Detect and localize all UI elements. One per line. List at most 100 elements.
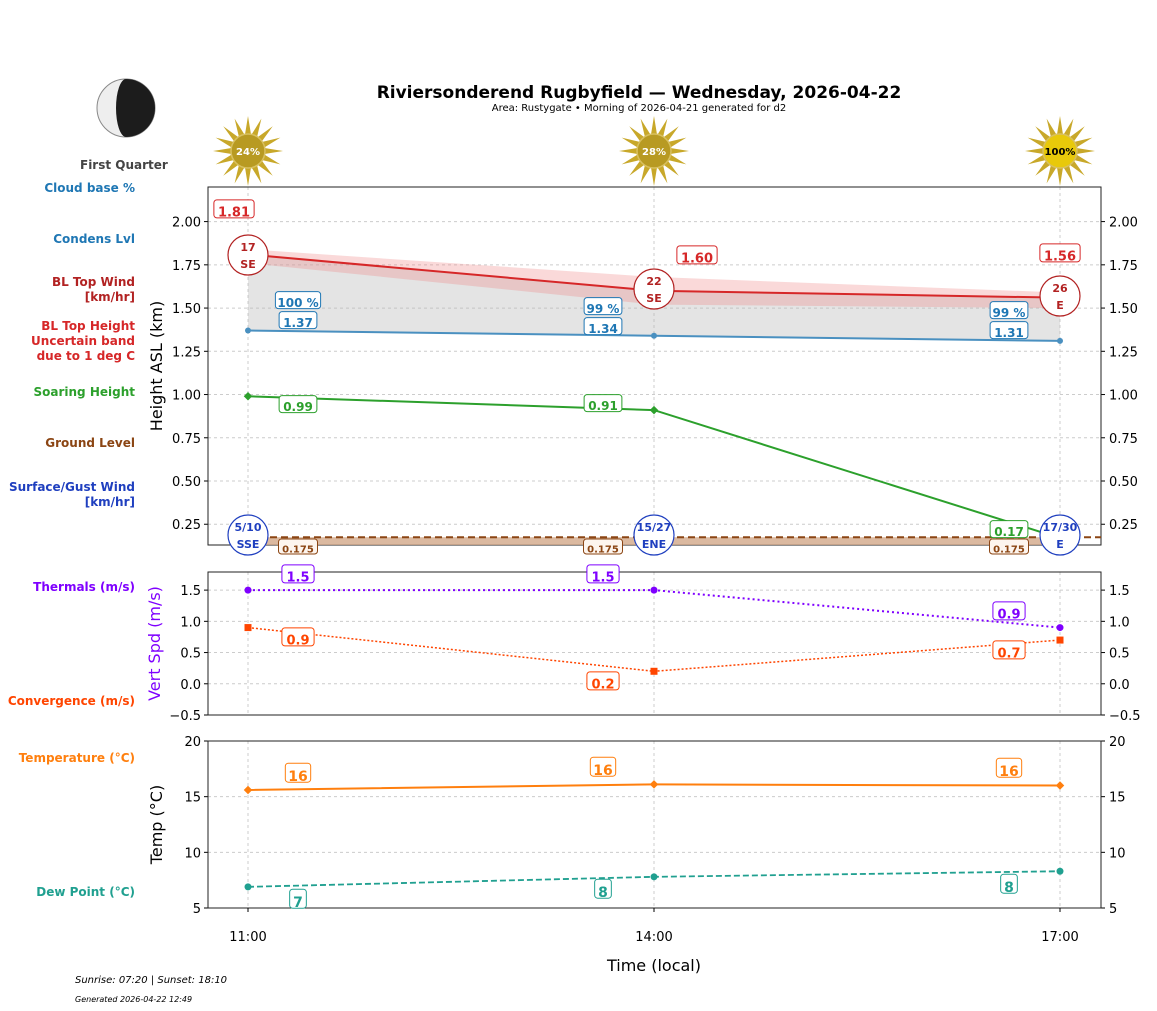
sun-percent-label: 100% bbox=[1045, 147, 1076, 158]
soaring-label: 0.91 bbox=[588, 399, 618, 413]
thermals-label: 1.5 bbox=[286, 571, 309, 586]
convergence-point bbox=[244, 624, 252, 632]
x-tick-label: 17:00 bbox=[1041, 930, 1078, 945]
dew-point-point bbox=[1056, 867, 1064, 875]
temperature-label-box bbox=[589, 756, 617, 777]
label-convergence: Convergence (m/s) bbox=[7, 694, 135, 708]
ground-level-label: 0.175 bbox=[993, 545, 1025, 556]
bl-top-label-box bbox=[676, 245, 718, 265]
convergence-label-box bbox=[586, 671, 620, 691]
bl-top-wind-direction: E bbox=[1056, 299, 1064, 312]
y-tick-label-right: −0.5 bbox=[1109, 709, 1141, 724]
condens-label: 1.37 bbox=[283, 316, 313, 330]
ground-level-label: 0.175 bbox=[282, 545, 314, 556]
soaring-label: 0.17 bbox=[994, 525, 1024, 539]
cloud-base-pct-label: 100 % bbox=[277, 296, 318, 310]
bl-top-wind-direction: SE bbox=[646, 292, 661, 305]
dew-point-label-box bbox=[1000, 873, 1018, 894]
convergence-point bbox=[1056, 636, 1064, 644]
label-dew: Dew Point (°C) bbox=[36, 885, 135, 899]
cloud-base-pct-label-box bbox=[274, 291, 322, 310]
dew-point-point bbox=[650, 873, 658, 881]
y-tick-label-left: 0.5 bbox=[180, 647, 201, 662]
thermals-label-box bbox=[992, 601, 1026, 621]
moon-shadow bbox=[116, 79, 155, 137]
y-tick-label-left: 20 bbox=[184, 735, 201, 750]
sun-rays-icon bbox=[619, 116, 689, 186]
condens-label: 1.34 bbox=[588, 322, 618, 336]
thermals-label: 1.5 bbox=[591, 571, 614, 586]
cloud-base-pct-label-box bbox=[583, 297, 623, 316]
convergence-label-box bbox=[281, 627, 315, 647]
y-tick-label-left: −0.5 bbox=[169, 709, 201, 724]
y-axis-label: Temp (°C) bbox=[147, 785, 166, 865]
y-tick-label-right: 5 bbox=[1109, 902, 1117, 917]
y-tick-label-left: 15 bbox=[184, 791, 201, 806]
temperature-label-box bbox=[284, 762, 312, 783]
thermals-point bbox=[1056, 624, 1064, 632]
convergence-label: 0.9 bbox=[286, 634, 309, 649]
thermals-label-box bbox=[586, 564, 620, 584]
condens-label: 1.31 bbox=[994, 326, 1024, 340]
convergence-label: 0.2 bbox=[591, 678, 614, 693]
y-tick-label-left: 10 bbox=[184, 846, 201, 861]
x-tick-label: 14:00 bbox=[635, 930, 672, 945]
condens-point bbox=[1057, 337, 1063, 344]
bl-top-label: 1.81 bbox=[218, 206, 250, 221]
y-tick-label-left: 0.50 bbox=[172, 475, 201, 490]
dew-point-point bbox=[244, 883, 252, 891]
sun-icon bbox=[230, 133, 266, 169]
sun-icon bbox=[636, 133, 672, 169]
soaring-point bbox=[243, 392, 253, 401]
y-tick-label-right: 1.0 bbox=[1109, 615, 1130, 630]
label-surface-wind: Surface/Gust Wind [km/hr] bbox=[9, 480, 135, 509]
x-tick-label: 11:00 bbox=[229, 930, 266, 945]
ground-level-label-box bbox=[989, 538, 1029, 555]
condens-label-box bbox=[583, 317, 623, 336]
y-tick-label-left: 1.5 bbox=[180, 584, 201, 599]
cloud-base-pct-label-box bbox=[989, 301, 1029, 320]
surface-wind-speed: 5/10 bbox=[235, 521, 262, 534]
y-tick-label-right: 15 bbox=[1109, 791, 1126, 806]
bl-top-wind-circle bbox=[227, 234, 269, 276]
y-tick-label-right: 1.00 bbox=[1109, 389, 1138, 404]
convergence-point bbox=[650, 667, 658, 675]
label-bl-top-wind: BL Top Wind [km/hr] bbox=[51, 275, 135, 304]
y-tick-label-right: 2.00 bbox=[1109, 216, 1138, 231]
label-condens: Condens Lvl bbox=[53, 232, 135, 246]
y-tick-label-left: 1.25 bbox=[172, 345, 201, 360]
soaring-label-box bbox=[583, 394, 623, 413]
label-ground: Ground Level bbox=[45, 436, 135, 450]
y-tick-label-left: 0.25 bbox=[172, 518, 201, 533]
thermals-point bbox=[650, 586, 658, 594]
temperature-label: 16 bbox=[999, 764, 1018, 780]
bl-top-wind-circle bbox=[1039, 275, 1081, 317]
label-bl-top-height: BL Top Height Uncertain band due to 1 de… bbox=[31, 319, 135, 363]
chart-title: Riviersonderend Rugbyfield — Wednesday, … bbox=[376, 83, 902, 103]
y-tick-label-left: 1.0 bbox=[180, 615, 201, 630]
surface-wind-circle bbox=[633, 514, 675, 556]
bl-top-label-box bbox=[213, 199, 255, 219]
dew-point-label-box bbox=[289, 888, 307, 909]
soaring-label-box bbox=[278, 395, 318, 414]
sun-percent-label: 28% bbox=[642, 147, 666, 158]
bl-top-label-box bbox=[1039, 243, 1081, 263]
bl-top-wind-speed: 17 bbox=[240, 241, 255, 254]
chart-subtitle: Area: Rustygate • Morning of 2026-04-21 … bbox=[491, 103, 787, 114]
temperature-point bbox=[649, 780, 659, 789]
dew-point-label: 8 bbox=[598, 885, 608, 901]
surface-wind-circle bbox=[227, 514, 269, 556]
convergence-label-box bbox=[992, 640, 1026, 660]
temperature-label: 16 bbox=[288, 769, 307, 785]
sun-icon bbox=[1042, 133, 1078, 169]
soaring-label: 0.99 bbox=[283, 400, 313, 414]
label-temperature: Temperature (°C) bbox=[18, 751, 135, 765]
temperature-label-box bbox=[995, 757, 1023, 778]
y-tick-label-right: 1.25 bbox=[1109, 345, 1138, 360]
surface-wind-direction: E bbox=[1056, 538, 1064, 551]
y-tick-label-left: 1.50 bbox=[172, 302, 201, 317]
surface-wind-circle bbox=[1039, 514, 1081, 556]
y-tick-label-right: 0.75 bbox=[1109, 432, 1138, 447]
temperature-point bbox=[243, 785, 253, 795]
